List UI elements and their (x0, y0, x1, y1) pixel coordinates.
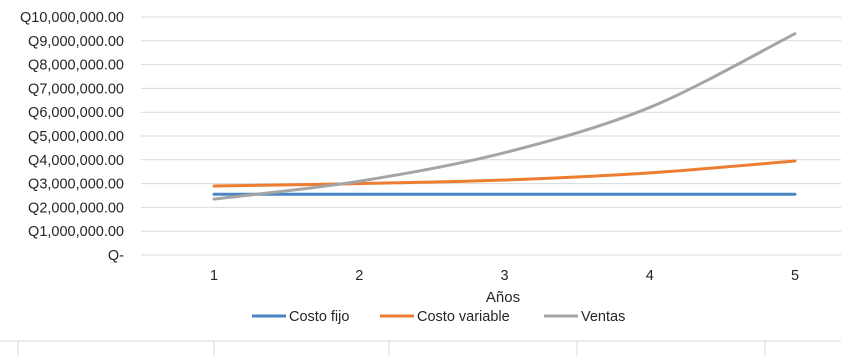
lower-frame (0, 340, 841, 356)
y-tick-label: Q4,000,000.00 (28, 153, 124, 169)
y-tick-label: Q- (108, 248, 124, 264)
x-tick-label: 5 (791, 268, 799, 284)
x-tick-label: 4 (646, 268, 654, 284)
legend-item-costo-variable: Costo variable (380, 309, 510, 325)
series-lines (212, 32, 797, 201)
y-tick-label: Q10,000,000.00 (20, 10, 124, 26)
legend-item-ventas: Ventas (544, 309, 625, 325)
legend-label: Costo variable (417, 309, 510, 325)
x-tick-label: 3 (500, 268, 508, 284)
legend-label: Ventas (581, 309, 625, 325)
series-line-costo-variable (212, 159, 797, 188)
y-tick-label: Q8,000,000.00 (28, 58, 124, 74)
y-tick-label: Q9,000,000.00 (28, 34, 124, 50)
y-axis-tick-labels: Q- Q1,000,000.00 Q2,000,000.00 Q3,000,000.0… (20, 10, 124, 264)
y-tick-label: Q2,000,000.00 (28, 200, 124, 216)
y-tick-label: Q6,000,000.00 (28, 105, 124, 121)
x-axis-title: Años (486, 289, 520, 306)
x-tick-label: 1 (210, 268, 218, 284)
series-line-ventas (212, 32, 797, 201)
x-axis-tick-labels: 1 2 3 4 5 (210, 268, 799, 284)
x-tick-label: 2 (355, 268, 363, 284)
y-tick-label: Q5,000,000.00 (28, 129, 124, 145)
gridlines (141, 16, 841, 256)
legend: Costo fijo Costo variable Ventas (252, 309, 625, 325)
legend-item-costo-fijo: Costo fijo (252, 309, 349, 325)
y-tick-label: Q1,000,000.00 (28, 224, 124, 240)
legend-label: Costo fijo (289, 309, 349, 325)
y-tick-label: Q3,000,000.00 (28, 177, 124, 193)
y-tick-label: Q7,000,000.00 (28, 81, 124, 97)
